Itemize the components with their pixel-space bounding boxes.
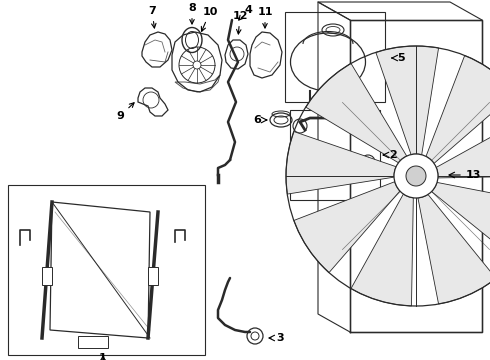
Bar (42, 267, 52, 285)
Text: 8: 8 (188, 3, 196, 24)
Polygon shape (418, 194, 490, 304)
Bar (290, 110, 380, 200)
Text: 7: 7 (148, 6, 156, 28)
Polygon shape (306, 63, 407, 163)
Circle shape (394, 154, 438, 198)
Polygon shape (351, 194, 414, 306)
Text: 10: 10 (201, 7, 218, 31)
Text: 13: 13 (466, 170, 481, 180)
Text: 6: 6 (253, 115, 261, 125)
Text: 4: 4 (239, 5, 252, 20)
Text: 1: 1 (99, 353, 107, 360)
Bar (148, 267, 158, 285)
Polygon shape (436, 115, 490, 178)
Text: 5: 5 (397, 53, 405, 63)
Polygon shape (432, 183, 490, 260)
Bar (285, 12, 385, 102)
Polygon shape (294, 182, 400, 273)
Text: 11: 11 (257, 7, 273, 28)
Text: 12: 12 (232, 11, 248, 34)
Text: 3: 3 (276, 333, 284, 343)
Text: 9: 9 (116, 103, 134, 121)
Circle shape (193, 61, 201, 69)
Polygon shape (286, 131, 396, 194)
Text: 2: 2 (389, 150, 397, 160)
Circle shape (406, 166, 426, 186)
Bar (8, 185, 205, 355)
Bar (78, 336, 108, 348)
Polygon shape (426, 55, 490, 163)
Polygon shape (376, 46, 439, 155)
